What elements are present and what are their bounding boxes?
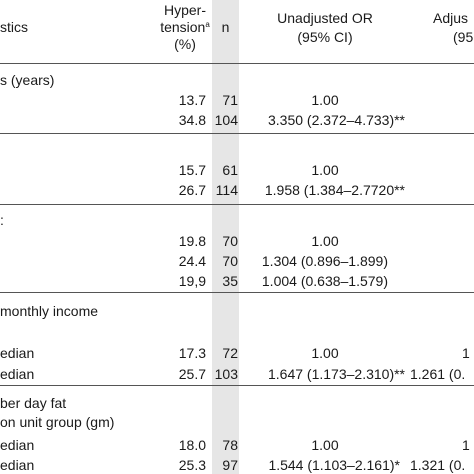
row-label: edian [0,437,35,453]
row-unadjusted-or: 1.00 [311,92,339,108]
row-unadjusted-or: 1.00 [311,345,339,361]
section-title: s (years) [0,72,55,88]
row-adjusted-or: 1.261 (0. [410,366,466,382]
section-title-line2: on unit group (gm) [0,414,115,430]
row-n: 103 [214,366,238,382]
row-n: 78 [222,437,238,453]
row-pct: 24.4 [178,253,206,269]
section-rule [0,133,474,134]
row-n: 97 [222,457,238,473]
row-unadjusted-or: 1.00 [311,162,339,178]
row-n: 35 [222,273,238,289]
header-hypertension-line1: Hyper- [163,2,206,18]
section-title: monthly income [0,303,99,319]
section-title: ber day fat [0,395,67,411]
row-pct: 19.8 [178,233,206,249]
row-adjusted-or: 1 [462,437,470,453]
row-n: 71 [222,92,238,108]
row-pct: 25.7 [178,366,206,382]
row-pct: 18.0 [178,437,206,453]
header-hypertension-unit: (%) [174,36,196,52]
row-label: edian [0,366,35,382]
row-unadjusted-or: 1.00 [311,437,339,453]
row-adjusted-or: 1.321 (0. [410,457,466,473]
row-n: 104 [214,112,238,128]
section-rule [0,385,474,386]
row-unadjusted-or: 1.00 [311,233,339,249]
row-pct: 15.7 [178,162,206,178]
header-unadjusted-or: Unadjusted OR [277,10,373,26]
section-rule [0,292,474,293]
header-rule [0,63,474,64]
section-rule [0,204,474,205]
row-n: 72 [222,345,238,361]
row-n: 61 [222,162,238,178]
row-label: edian [0,457,35,473]
row-unadjusted-or: 1.544 (1.103–2.161)* [268,457,400,473]
row-unadjusted-or: 1.304 (0.896–1.899) [261,253,388,269]
row-n: 70 [222,253,238,269]
row-unadjusted-or: 1.004 (0.638–1.579) [261,273,388,289]
header-n: n [221,19,230,35]
header-characteristics: stics [0,19,28,35]
row-pct: 25.3 [178,457,206,473]
row-unadjusted-or: 3.350 (2.372–4.733)** [268,112,405,128]
header-unadjusted-ci: (95% CI) [297,29,353,45]
row-adjusted-or: 1 [462,345,470,361]
row-pct: 26.7 [178,182,206,198]
row-label: edian [0,345,35,361]
row-pct: 17.3 [178,345,206,361]
header-adjusted-ci: (95 [453,29,474,45]
row-pct: 34.8 [178,112,206,128]
header-adjusted-or: Adjus [433,10,469,26]
row-n: 114 [215,182,238,198]
header-hypertension-line2: tensiona [160,19,210,35]
row-unadjusted-or: 1.958 (1.384–2.7720** [264,182,405,198]
row-pct: 19,9 [178,273,206,289]
row-n: 70 [222,233,238,249]
row-pct: 13.7 [178,92,206,108]
section-title: : [0,212,4,228]
n-column-shading [212,0,239,474]
row-unadjusted-or: 1.647 (1.173–2.310)** [268,366,405,382]
